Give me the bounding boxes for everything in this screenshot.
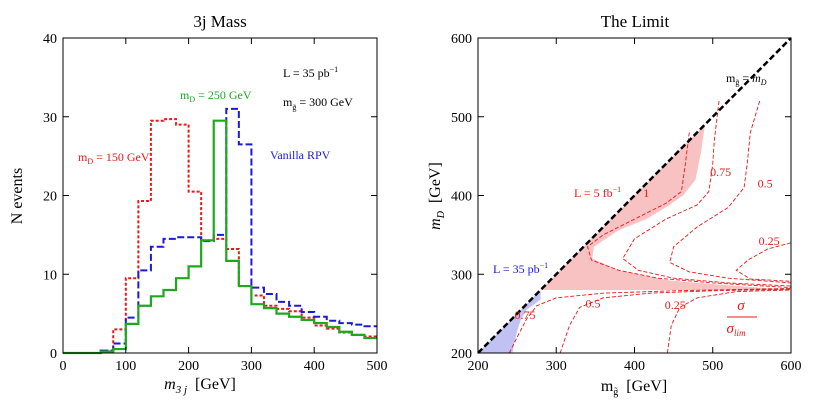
contour-label: 0.25 <box>759 234 780 248</box>
sigma-denominator-text: σ <box>727 321 735 337</box>
right-xlabel-sub: g̃ <box>613 387 618 398</box>
left-ylabel: N events <box>9 168 26 224</box>
right-ytick-label: 500 <box>451 111 472 126</box>
legend-mD250-sub: D <box>189 95 195 104</box>
left-xlabel-var: m <box>164 376 176 393</box>
left-ytick-label: 0 <box>50 347 57 362</box>
contour-labels: 1 0.75 0.5 0.25 0.25 0.5 0.75 <box>514 165 779 322</box>
legend-mD150-sub: D <box>87 157 93 166</box>
sigma-ratio-legend: σ σlim <box>727 298 757 338</box>
left-xlabel: m3 j [GeV] <box>164 376 236 396</box>
legend-mD150: mD = 150 GeV <box>78 150 150 166</box>
contour-line <box>669 100 792 284</box>
right-xlabel: mg̃ [GeV] <box>601 378 667 398</box>
contour-label: 1 <box>643 186 649 200</box>
right-xlabel-unit: [GeV] <box>626 378 667 395</box>
right-ylabel: mD [GeV] <box>427 162 447 230</box>
right-ytick-label: 200 <box>451 347 472 362</box>
contour-line <box>587 132 792 289</box>
gluino-annotation-sub: g̃ <box>292 103 296 112</box>
gluino-annotation-rest: = 300 GeV <box>296 95 353 109</box>
right-xtick-label: 300 <box>546 359 567 374</box>
contour-line <box>508 287 792 354</box>
left-xtick-label: 200 <box>178 359 199 374</box>
contour-label: 0.75 <box>710 165 731 179</box>
label-5fb-text: L = 5 fb <box>574 186 613 200</box>
right-ylabel-var: m <box>427 218 444 230</box>
left-xtick-label: 300 <box>241 359 262 374</box>
left-xlabel-sub: 3 j <box>175 384 187 396</box>
lumi-annotation-sup: −1 <box>330 65 339 74</box>
left-title: 3j Mass <box>193 12 246 31</box>
lumi-annotation-text: L = 35 pb <box>283 66 330 80</box>
legend-mD150-rest: = 150 GeV <box>93 150 150 164</box>
sigma-denominator: σlim <box>727 321 746 338</box>
contour-label: 0.75 <box>514 308 535 322</box>
left-ytick-label: 40 <box>43 32 57 47</box>
legend-mD250-text: m <box>180 88 190 102</box>
right-ytick-label: 400 <box>451 190 472 205</box>
legend-mD250-rest: = 250 GeV <box>195 88 252 102</box>
sigma-numerator: σ <box>737 298 745 314</box>
contour-line <box>666 289 792 354</box>
right-ytick-label: 300 <box>451 268 472 283</box>
diagonal-label-rhs-sub: D <box>760 78 767 87</box>
contour-line <box>735 242 792 282</box>
diagonal-label: mg̃ = mD <box>726 71 767 87</box>
right-ticks: 200 300 400 500 600 200 300 400 500 600 <box>451 32 802 374</box>
right-ylabel-unit: [GeV] <box>427 162 444 203</box>
right-ylabel-sub: D <box>436 210 447 219</box>
legend-vanilla-rpv: Vanilla RPV <box>270 148 331 162</box>
left-xtick-label: 100 <box>115 359 136 374</box>
label-35pb-text: L = 35 pb <box>493 262 540 276</box>
limit-panel: The Limit 200 300 400 500 600 200 300 400 500 600… <box>427 12 802 398</box>
diagonal-label-lhs: m <box>726 71 736 85</box>
contour-lines <box>508 100 792 354</box>
left-xtick-label: 500 <box>367 359 388 374</box>
legend-mD150-text: m <box>78 150 88 164</box>
label-5fb: L = 5 fb−1 <box>574 185 621 200</box>
contour-label: 0.5 <box>586 296 601 310</box>
left-xtick-label: 0 <box>60 359 67 374</box>
lumi-annotation: L = 35 pb−1 <box>283 65 338 80</box>
label-35pb-sup: −1 <box>540 261 549 270</box>
right-xlabel-var: m <box>601 378 614 395</box>
contour-label: 0.5 <box>758 177 773 191</box>
left-ytick-label: 30 <box>43 111 57 126</box>
gluino-annotation-text: m <box>283 95 293 109</box>
left-plot-frame <box>62 37 378 354</box>
histogram-panel: 3j Mass 0 100 200 300 400 500 0 10 20 30 40 N even… <box>9 12 388 396</box>
histogram-series-1 <box>63 107 377 354</box>
left-xlabel-unit: [GeV] <box>195 376 236 393</box>
contour-label: 0.25 <box>665 298 686 312</box>
diagonal-label-eq: = <box>739 71 752 85</box>
left-ytick-label: 20 <box>43 190 57 205</box>
diagonal-label-rhs: m <box>752 71 761 85</box>
right-xtick-label: 200 <box>468 359 489 374</box>
right-ytick-label: 600 <box>451 32 472 47</box>
histogram-series-group <box>63 107 377 355</box>
histogram-series-2 <box>63 119 377 355</box>
label-35pb: L = 35 pb−1 <box>493 261 548 276</box>
right-xtick-label: 400 <box>624 359 645 374</box>
right-title: The Limit <box>601 12 670 31</box>
gluino-mass-annotation: mg̃ = 300 GeV <box>283 95 353 112</box>
sigma-denominator-sub: lim <box>734 328 746 338</box>
diagonal-line <box>477 37 792 354</box>
contour-line <box>559 288 792 354</box>
diagonal-label-lhs-sub: g̃ <box>735 78 739 87</box>
excluded-region-5fb <box>540 124 791 290</box>
right-xtick-label: 600 <box>781 359 802 374</box>
label-5fb-sup: −1 <box>613 185 622 194</box>
left-ytick-label: 10 <box>43 268 57 283</box>
left-xtick-label: 400 <box>304 359 325 374</box>
right-xtick-label: 500 <box>702 359 723 374</box>
legend-mD250: mD = 250 GeV <box>180 88 252 104</box>
left-ticks: 0 100 200 300 400 500 0 10 20 30 40 <box>43 32 388 374</box>
